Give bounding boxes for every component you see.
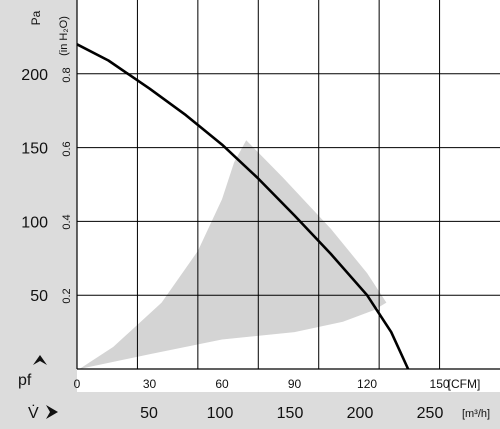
x-tick-label-4: 120 — [357, 377, 377, 391]
y-unit-pa-label: Pa — [29, 10, 43, 25]
x-unit-cfm-label: [CFM] — [448, 377, 481, 391]
x-symbol-v: V̇ — [28, 404, 58, 422]
y-tick-label-3: 200 — [21, 67, 48, 84]
x-tick-label-0: 0 — [74, 377, 81, 391]
y2-tick-label-0: 0.2 — [61, 288, 73, 303]
x-tick-label-3: 90 — [288, 377, 302, 391]
y-secondary-unit-label: (in H₂O) — [58, 16, 70, 56]
y-tick-label-2: 150 — [21, 141, 48, 158]
y2-tick-label-2: 0.6 — [61, 141, 73, 156]
operating-range-region — [79, 140, 387, 369]
y-symbol-text: pf — [18, 372, 32, 389]
x-tick-label-2: 60 — [215, 377, 229, 391]
x-symbol-text: V̇ — [28, 404, 39, 422]
y-symbol-pf: pf — [18, 355, 47, 389]
y2-tick-label-1: 0.4 — [61, 214, 73, 229]
svg-text:Pa: Pa — [29, 10, 43, 25]
x2-tick-label-0: 50 — [140, 405, 158, 422]
x2-tick-label-3: 200 — [347, 405, 374, 422]
x2-tick-label-1: 100 — [207, 405, 234, 422]
x-tick-label-5: 150 — [430, 377, 450, 391]
x2-tick-label-2: 150 — [277, 405, 304, 422]
bottom-axis-panel — [0, 392, 500, 429]
y-arrow-icon — [33, 355, 47, 365]
x-tick-label-1: 30 — [143, 377, 157, 391]
x-arrow-icon — [46, 405, 58, 419]
y-tick-label-0: 50 — [30, 288, 48, 305]
y-tick-label-1: 100 — [21, 214, 48, 231]
y2-tick-label-3: 0.8 — [61, 67, 73, 82]
svg-text:(in H₂O): (in H₂O) — [58, 16, 70, 56]
x-secondary-unit-label: [m³/h] — [462, 408, 490, 420]
pressure-curve — [76, 43, 410, 370]
x2-tick-label-4: 250 — [417, 405, 444, 422]
